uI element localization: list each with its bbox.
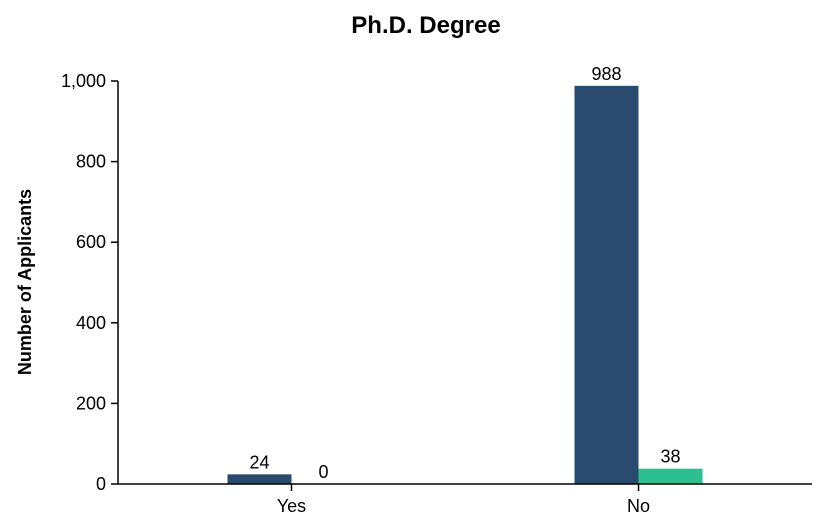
data-labels: 24 0 988 38 <box>249 64 680 482</box>
y-axis-ticks: 0 200 400 600 800 1,000 <box>61 71 118 494</box>
y-tick-label: 400 <box>76 313 106 333</box>
y-tick-label: 800 <box>76 152 106 172</box>
bar <box>574 85 639 484</box>
x-tick-label: No <box>627 496 650 516</box>
bars <box>227 85 703 484</box>
bar <box>227 474 292 484</box>
y-tick-label: 0 <box>96 474 106 494</box>
x-axis-ticks: Yes No <box>277 484 650 516</box>
data-label: 988 <box>591 64 621 84</box>
chart-title: Ph.D. Degree <box>351 12 500 39</box>
y-axis-label: Number of Applicants <box>15 189 35 375</box>
bar <box>638 468 703 484</box>
y-tick-label: 600 <box>76 232 106 252</box>
data-label: 24 <box>249 452 269 472</box>
data-label: 0 <box>318 462 328 482</box>
y-tick-label: 1,000 <box>61 71 106 91</box>
x-tick-label: Yes <box>277 496 306 516</box>
data-label: 38 <box>660 447 680 467</box>
y-tick-label: 200 <box>76 393 106 413</box>
